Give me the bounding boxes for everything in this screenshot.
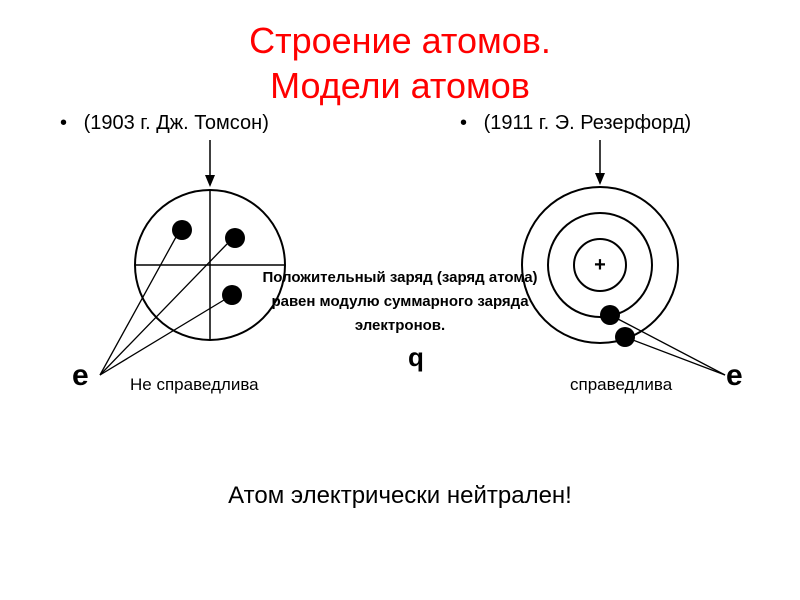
rutherford-electron-1 [600,305,620,325]
rutherford-arrow-head [595,173,605,185]
rutherford-e-symbol: e [726,359,743,393]
nucleus-plus: + [594,254,606,276]
rutherford-caption: справедлива [570,375,672,395]
rutherford-label: • (1911 г. Э. Резерфорд) [460,112,760,135]
conclusion-text: Атом электрически нейтрален! [228,482,572,509]
thomson-label-text: (1903 г. Дж. Томсон) [84,112,269,134]
thomson-caption: Не справедлива [130,375,259,395]
thomson-electron-3 [222,285,242,305]
q-symbol: q [408,342,424,373]
thomson-electron-2 [225,228,245,248]
thomson-arrow-head [205,175,215,187]
rutherford-electron-2 [615,327,635,347]
thomson-lead-1 [100,237,176,375]
main-title: Строение атомов. Модели атомов [0,0,800,108]
title-line-2: Модели атомов [0,63,800,108]
charge-subtitle: Положительный заряд (заряд атома) равен … [240,266,560,338]
rutherford-lead-2 [633,340,725,375]
subtitle-line-2: равен модулю суммарного заряда [240,290,560,314]
bullet-icon-2: • [460,112,478,135]
models-container: • (1903 г. Дж. Томсон) [0,112,800,452]
bullet-icon: • [60,112,78,135]
thomson-model: • (1903 г. Дж. Томсон) [60,112,360,410]
rutherford-label-text: (1911 г. Э. Резерфорд) [484,112,692,134]
rutherford-lead-1 [618,319,725,375]
thomson-e-symbol: e [72,359,89,393]
thomson-label: • (1903 г. Дж. Томсон) [60,112,360,135]
subtitle-line-1: Положительный заряд (заряд атома) [240,266,560,290]
title-line-1: Строение атомов. [0,18,800,63]
thomson-electron-1 [172,220,192,240]
rutherford-model: • (1911 г. Э. Резерфорд) + e [460,112,760,410]
subtitle-line-3: электронов. [240,314,560,338]
conclusion: Атом электрически нейтрален! [0,482,800,510]
